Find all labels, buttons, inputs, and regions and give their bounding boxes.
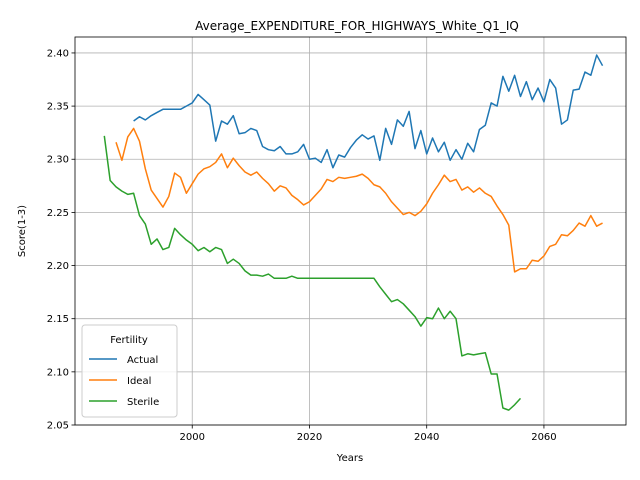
y-tick-label: 2.40: [47, 48, 69, 59]
y-axis-label: Score(1-3): [17, 205, 28, 257]
legend-title: Fertility: [110, 335, 148, 346]
chart-title: Average_EXPENDITURE_FOR_HIGHWAYS_White_Q…: [195, 19, 519, 33]
grid: [75, 37, 626, 426]
legend-label-ideal: Ideal: [127, 376, 151, 387]
y-tick-label: 2.10: [47, 367, 69, 378]
plot-frame: [74, 36, 627, 426]
y-tick-label: 2.35: [47, 102, 69, 113]
series-line-sterile: [103, 135, 522, 411]
y-tick-label: 2.15: [47, 314, 69, 325]
legend-label-actual: Actual: [127, 355, 158, 366]
series-line-actual: [133, 54, 604, 169]
y-tick-label: 2.20: [47, 261, 69, 272]
x-axis-label: Years: [336, 453, 363, 464]
y-tick-label: 2.30: [47, 155, 69, 166]
series-layer: [103, 54, 604, 411]
x-tick-label: 2060: [531, 432, 556, 443]
legend-box: [81, 324, 178, 418]
x-tick-label: 2000: [180, 432, 205, 443]
y-axis-ticks: 2.05 2.10 2.15 2.20 2.25 2.30 2.35 2.40: [47, 48, 75, 432]
legend-label-sterile: Sterile: [127, 397, 159, 408]
x-tick-label: 2040: [414, 432, 439, 443]
legend-items: Actual Ideal Sterile: [89, 355, 159, 408]
series-line-ideal: [115, 127, 603, 273]
legend: Fertility Actual Ideal Sterile: [81, 324, 178, 418]
y-tick-label: 2.25: [47, 208, 69, 219]
x-tick-label: 2020: [297, 432, 322, 443]
y-tick-label: 2.05: [47, 421, 69, 432]
x-axis-ticks: 2000 2020 2040 2060: [180, 425, 557, 443]
